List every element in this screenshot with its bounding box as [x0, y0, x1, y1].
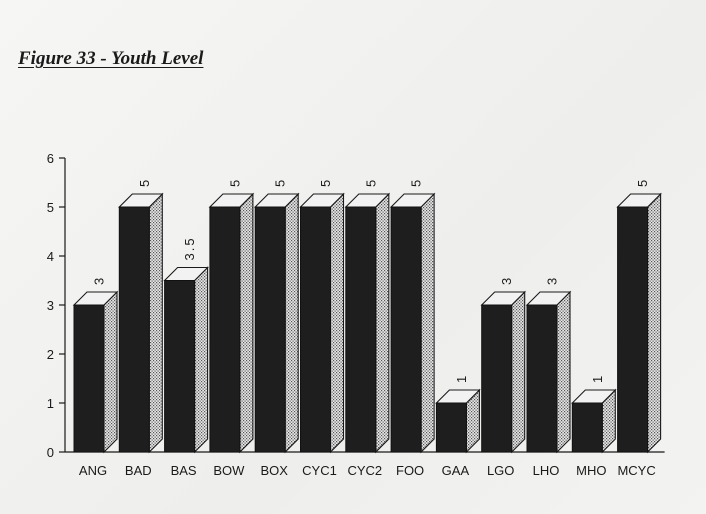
bar: [480, 290, 527, 454]
data-label: 5: [635, 178, 650, 187]
bar-series: [72, 192, 662, 454]
x-tick-label: GAA: [442, 463, 470, 478]
bar: [570, 388, 617, 454]
x-tick-label: CYC1: [302, 463, 337, 478]
data-label: 3: [545, 276, 560, 285]
bar: [208, 192, 255, 454]
y-tick-label: 1: [47, 396, 54, 411]
bar-front: [345, 206, 377, 453]
chart-title: Figure 33 - Youth Level: [18, 48, 204, 69]
category-axis: 3 ANG 5 BAD 3.5 BAS 5 BOW 5 BOX 5 CYC1 5 CYC2 5 FOO 1 GAA…: [79, 178, 656, 478]
bar-side: [420, 192, 435, 454]
x-tick-label: MCYC: [617, 463, 655, 478]
data-label: 5: [227, 178, 242, 187]
bar-front: [617, 206, 649, 453]
x-tick-label: CYC2: [347, 463, 382, 478]
bar: [344, 192, 391, 454]
bar: [299, 192, 345, 454]
bar: [72, 290, 119, 454]
x-tick-label: BOX: [260, 463, 288, 478]
bar-front: [254, 206, 286, 453]
bar-side: [329, 192, 345, 454]
bar-front: [526, 304, 558, 453]
bar-side: [148, 192, 163, 454]
bar-front: [571, 402, 603, 453]
data-label: 3.5: [182, 236, 197, 260]
bar-side: [284, 192, 299, 454]
x-tick-label: LGO: [487, 463, 514, 478]
y-tick-label: 0: [47, 445, 54, 460]
bar-front: [481, 304, 513, 453]
data-label: 3: [92, 276, 107, 285]
x-tick-label: BAS: [171, 463, 197, 478]
data-label: 1: [454, 374, 469, 383]
bar-side: [511, 290, 526, 454]
bar: [163, 266, 209, 454]
bar-front: [73, 304, 105, 453]
bar: [389, 192, 436, 454]
bar-front: [390, 206, 422, 453]
bar-front: [300, 206, 331, 453]
y-tick-label: 3: [47, 298, 54, 313]
bar-side: [103, 290, 118, 454]
x-tick-label: ANG: [79, 463, 107, 478]
bar-side: [194, 266, 209, 454]
data-label: 5: [409, 178, 424, 187]
bar-side: [239, 192, 254, 454]
bar-front: [164, 280, 196, 453]
bar-front: [435, 402, 467, 453]
bar-side: [647, 192, 662, 454]
bar-front: [118, 206, 150, 453]
data-label: 5: [363, 178, 378, 187]
bar: [253, 192, 300, 454]
bar-front: [209, 206, 241, 453]
data-label: 3: [499, 276, 514, 285]
x-tick-label: LHO: [533, 463, 560, 478]
y-tick-label: 4: [47, 249, 54, 264]
x-tick-label: MHO: [576, 463, 606, 478]
x-tick-label: FOO: [396, 463, 424, 478]
x-tick-label: BOW: [213, 463, 245, 478]
data-label: 5: [273, 178, 288, 187]
bar: [525, 290, 572, 454]
y-tick-label: 6: [47, 151, 54, 166]
y-tick-label: 2: [47, 347, 54, 362]
data-label: 5: [137, 178, 152, 187]
bar-side: [556, 290, 571, 454]
bar: [435, 388, 481, 454]
y-tick-label: 5: [47, 200, 54, 215]
data-label: 1: [590, 374, 605, 383]
x-tick-label: BAD: [125, 463, 152, 478]
bar: [616, 192, 662, 454]
bar-side: [375, 192, 390, 454]
data-label: 5: [318, 178, 333, 187]
bar: [117, 192, 164, 454]
